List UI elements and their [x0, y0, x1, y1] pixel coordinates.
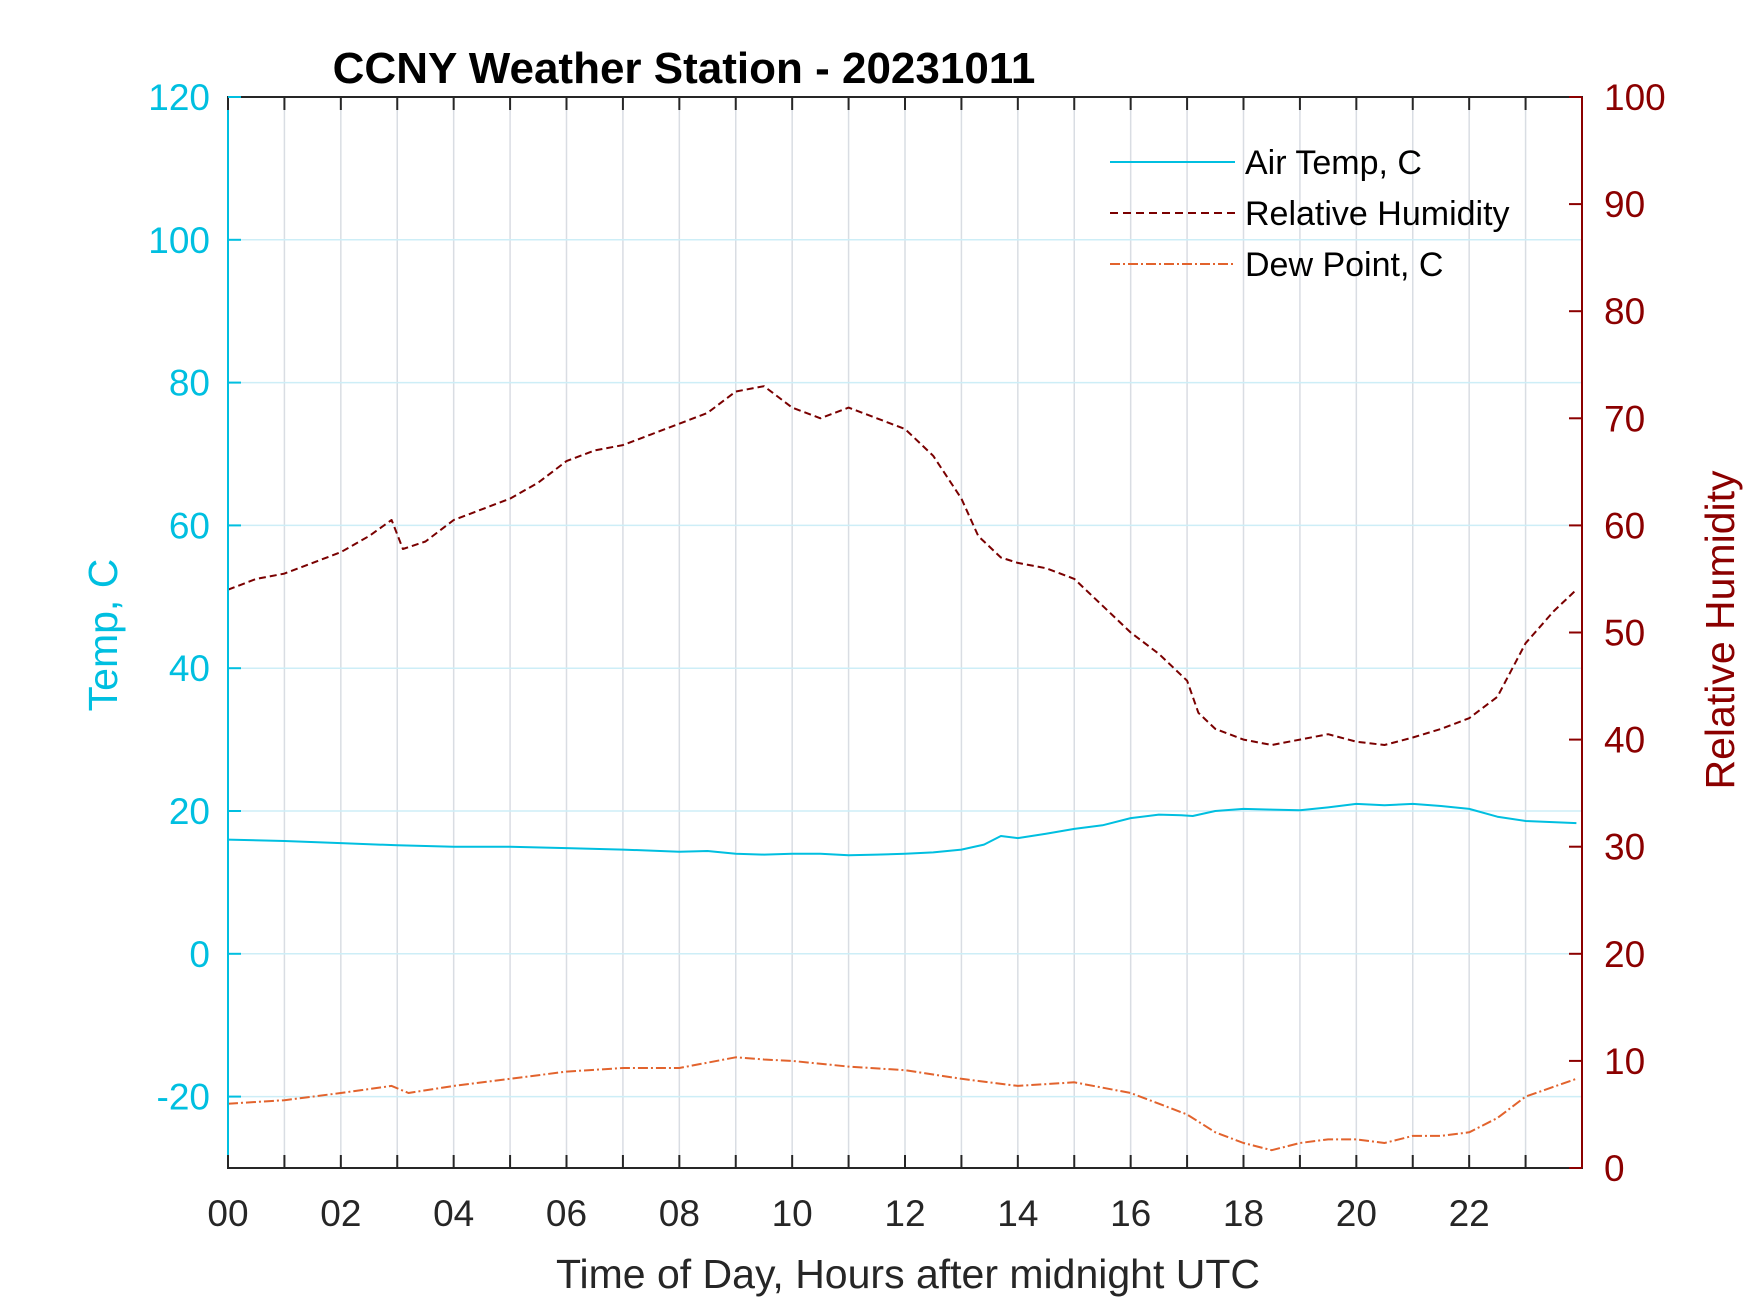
series-line-dew-point: [227, 1056, 1577, 1152]
series-line-relative-humidity: [227, 385, 1578, 746]
y-right-tick-label: 20: [1604, 934, 1645, 975]
series-line-air-temp: [227, 802, 1577, 857]
y-left-axis-label: Temp, C: [80, 559, 126, 712]
x-tick-label: 20: [1336, 1193, 1377, 1234]
y-right-tick-label: 30: [1604, 827, 1645, 868]
y-right-tick-label: 90: [1604, 184, 1645, 225]
y-left-tick-label: 60: [169, 505, 210, 546]
axis-ticks: 00 02 04 06 08 10 12 14 16 18 20 22-200204060801001…: [148, 77, 1665, 1234]
y-left-tick-label: 120: [148, 77, 210, 118]
legend-label-relative-humidity: Relative Humidity: [1245, 195, 1510, 233]
chart-title: CCNY Weather Station - 20231011: [333, 44, 1036, 93]
y-left-tick-label: 40: [169, 648, 210, 689]
y-right-tick-label: 0: [1604, 1148, 1625, 1189]
y-right-tick-label: 60: [1604, 505, 1645, 546]
x-tick-label: 08: [659, 1193, 700, 1234]
y-right-tick-label: 70: [1604, 398, 1645, 439]
y-right-tick-label: 10: [1604, 1041, 1645, 1082]
legend-label-dew-point: Dew Point, C: [1245, 246, 1443, 284]
x-tick-label: 14: [997, 1193, 1038, 1234]
y-right-tick-label: 50: [1604, 613, 1645, 654]
y-right-axis-label: Relative Humidity: [1697, 470, 1743, 789]
y-left-tick-label: 0: [189, 934, 210, 975]
y-right-tick-label: 40: [1604, 720, 1645, 761]
x-tick-label: 10: [772, 1193, 813, 1234]
y-left-tick-label: 100: [148, 220, 210, 261]
x-tick-label: 18: [1223, 1193, 1264, 1234]
x-tick-label: 00: [207, 1193, 248, 1234]
y-left-tick-label: -20: [157, 1077, 210, 1118]
x-tick-label: 04: [433, 1193, 474, 1234]
y-left-tick-label: 80: [169, 363, 210, 404]
x-tick-label: 12: [884, 1193, 925, 1234]
x-axis-label: Time of Day, Hours after midnight UTC: [556, 1251, 1260, 1297]
series-lines: [227, 385, 1578, 1152]
legend: Air Temp, C Relative Humidity Dew Point,…: [1110, 144, 1510, 284]
y-left-tick-label: 20: [169, 791, 210, 832]
y-right-tick-label: 100: [1604, 77, 1666, 118]
y-right-tick-label: 80: [1604, 291, 1645, 332]
legend-label-air-temp: Air Temp, C: [1245, 144, 1422, 182]
x-tick-label: 16: [1110, 1193, 1151, 1234]
x-tick-label: 06: [546, 1193, 587, 1234]
x-tick-label: 22: [1449, 1193, 1490, 1234]
x-tick-label: 02: [320, 1193, 361, 1234]
